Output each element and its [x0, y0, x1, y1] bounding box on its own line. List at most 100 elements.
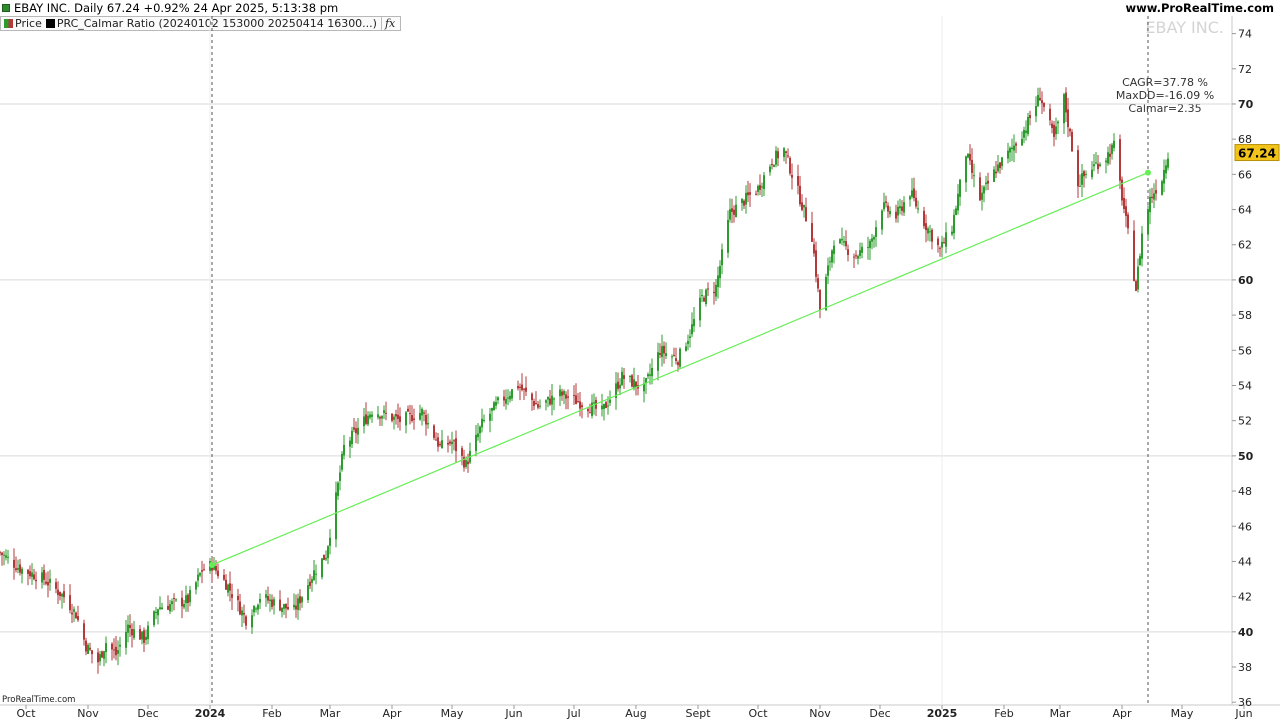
candle-body: [1111, 144, 1113, 154]
candle-body: [955, 208, 957, 216]
candle-body: [551, 395, 553, 405]
price-legend-label[interactable]: Price: [15, 17, 42, 30]
candle-body: [869, 240, 871, 248]
x-tick-label: Feb: [994, 707, 1013, 720]
candle-body: [1069, 128, 1071, 132]
candle-body: [873, 237, 875, 240]
candle-body: [117, 650, 119, 654]
candle-body: [885, 201, 887, 203]
candle-body: [475, 434, 477, 452]
candle-body: [867, 246, 869, 248]
candle-body: [425, 414, 427, 425]
y-tick-label: 46: [1238, 520, 1252, 533]
candle-body: [85, 640, 87, 652]
y-tick-label: 66: [1238, 168, 1252, 181]
x-tick-label: 2025: [927, 707, 958, 720]
candle-body: [871, 238, 873, 242]
candle-body: [101, 651, 103, 658]
candle-body: [481, 418, 483, 428]
candle-body: [1023, 129, 1025, 138]
candle-body: [155, 611, 157, 614]
candle-body: [63, 591, 65, 598]
y-tick-label: 40: [1238, 626, 1254, 639]
candle-body: [945, 232, 947, 247]
candle-body: [225, 579, 227, 590]
candle-body: [843, 241, 845, 243]
candle-body: [999, 162, 1001, 169]
candle-body: [741, 198, 743, 204]
candle-body: [57, 589, 59, 595]
candle-body: [55, 582, 57, 589]
candle-body: [979, 177, 981, 201]
candle-body: [799, 185, 801, 205]
candle-body: [521, 384, 523, 390]
x-tick-label: Sept: [685, 707, 711, 720]
fx-button[interactable]: fx: [380, 17, 398, 30]
candle-body: [181, 597, 183, 607]
candle-body: [853, 256, 855, 258]
candle-body: [7, 556, 9, 558]
candle-body: [563, 391, 565, 395]
candle-body: [383, 410, 385, 413]
candle-body: [545, 400, 547, 403]
candle-body: [509, 395, 511, 400]
candle-body: [433, 425, 435, 438]
candle-body: [141, 631, 143, 640]
candle-body: [621, 371, 623, 385]
candle-body: [589, 412, 591, 414]
candle-body: [1055, 126, 1057, 135]
candle-body: [99, 654, 101, 662]
candle-body: [437, 437, 439, 447]
candle-body: [1095, 162, 1097, 164]
x-tick-label: 2024: [195, 707, 226, 720]
candle-body: [859, 250, 861, 256]
candle-body: [591, 402, 593, 416]
y-tick-label: 60: [1238, 274, 1254, 287]
maxdd-label: MaxDD=-16.09 %: [1115, 89, 1215, 102]
candle-body: [13, 559, 15, 568]
candle-body: [195, 582, 197, 590]
candle-body: [505, 398, 507, 404]
candle-body: [1025, 130, 1027, 133]
candle-body: [241, 610, 243, 616]
candle-body: [381, 416, 383, 419]
trend-end-point: [1145, 169, 1151, 176]
candle-body: [147, 625, 149, 640]
indicator-legend-label[interactable]: PRC_Calmar Ratio (20240102 153000 202504…: [56, 17, 377, 30]
candle-body: [1097, 163, 1099, 170]
candle-body: [157, 609, 159, 616]
candle-body: [255, 608, 257, 610]
candle-body: [1155, 190, 1157, 194]
candle-body: [273, 599, 275, 606]
candle-body: [301, 597, 303, 603]
candle-body: [561, 391, 563, 396]
candle-body: [259, 599, 261, 603]
candle-body: [931, 229, 933, 242]
candle-body: [1161, 181, 1163, 195]
candle-body: [1081, 173, 1083, 185]
candle-body: [643, 383, 645, 392]
candle-body: [161, 607, 163, 610]
candle-body: [635, 381, 637, 388]
candle-body: [797, 176, 799, 186]
candle-body: [719, 266, 721, 279]
candle-body: [493, 402, 495, 411]
x-tick-label: Apr: [382, 707, 402, 720]
candle-body: [1029, 115, 1031, 119]
candle-body: [61, 593, 63, 597]
candlestick-chart-icon: [2, 4, 10, 12]
x-tick-label: Jul: [566, 707, 580, 720]
candle-body: [733, 209, 735, 215]
candle-body: [995, 171, 997, 174]
candle-body: [953, 214, 955, 234]
candle-body: [1133, 230, 1135, 281]
candle-body: [755, 193, 757, 195]
candle-body: [335, 492, 337, 540]
candle-body: [675, 358, 677, 362]
candle-body: [21, 568, 23, 574]
candle-body: [1137, 266, 1139, 290]
candle-body: [973, 175, 975, 177]
site-link[interactable]: www.ProRealTime.com: [1125, 1, 1274, 15]
candle-body: [581, 405, 583, 408]
